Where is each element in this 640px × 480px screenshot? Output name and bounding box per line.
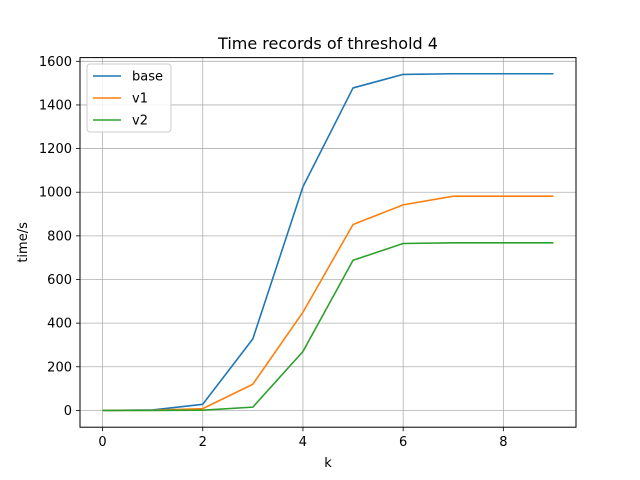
y-tick-label: 1200: [39, 142, 72, 157]
chart-title: Time records of threshold 4: [217, 34, 438, 53]
x-axis-ticks: 0 2 4 6 8: [98, 427, 507, 450]
legend-label-v2: v2: [132, 114, 148, 129]
legend-label-v1: v1: [132, 92, 148, 107]
y-tick-label: 1400: [39, 98, 72, 113]
y-tick-label: 0: [64, 404, 72, 419]
y-tick-label: 1600: [39, 55, 72, 70]
plot-frame: [79, 57, 577, 428]
y-tick-label: 800: [47, 229, 72, 244]
y-tick-label: 1000: [39, 186, 72, 201]
y-tick-label: 600: [47, 273, 72, 288]
series-lines: [102, 72, 554, 412]
y-axis-label: time/s: [16, 222, 31, 263]
y-axis-ticks: 0 200 400 600 800 1000 1200 1400 1600: [39, 55, 80, 419]
series-line-v2: [102, 242, 554, 412]
x-tick-label: 2: [199, 435, 207, 450]
x-tick-label: 6: [399, 435, 407, 450]
legend: base v1 v2: [86, 63, 172, 133]
y-tick-label: 200: [47, 360, 72, 375]
legend-box: [86, 63, 172, 133]
x-tick-label: 8: [499, 435, 507, 450]
y-tick-label: 400: [47, 317, 72, 332]
x-axis-label: k: [324, 456, 332, 471]
series-line-base: [102, 72, 554, 412]
x-tick-label: 4: [299, 435, 307, 450]
legend-label-base: base: [132, 70, 163, 85]
series-line-v1: [102, 195, 554, 412]
x-tick-label: 0: [98, 435, 106, 450]
